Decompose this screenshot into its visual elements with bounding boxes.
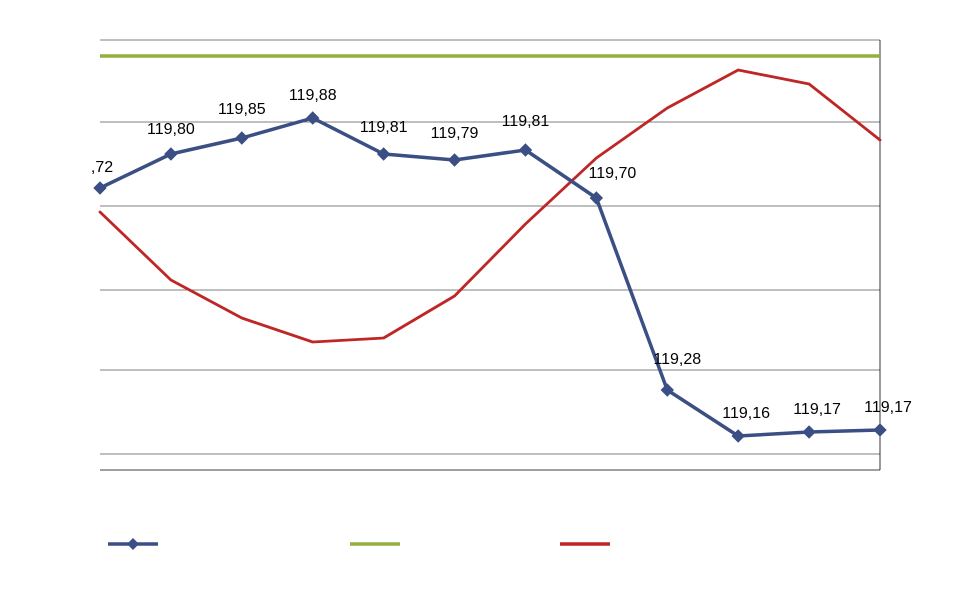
blue-series-label: 119,85 — [218, 101, 266, 118]
blue-series-label: 119,70 — [588, 165, 636, 182]
blue-series-label: ,72 — [91, 159, 113, 176]
blue-series-label: 119,17 — [864, 399, 912, 416]
blue-series-label: 119,28 — [653, 351, 701, 368]
blue-series-label: 119,80 — [147, 121, 195, 138]
blue-series-label: 119,81 — [502, 113, 550, 130]
chart-svg: ,72 119,80 119,85 119,88 119,81 119,79 119,81 1… — [0, 0, 973, 590]
blue-series-label: 119,16 — [722, 405, 770, 422]
blue-series-label: 119,79 — [431, 125, 479, 142]
line-chart: ,72 119,80 119,85 119,88 119,81 119,79 119,81 1… — [0, 0, 973, 590]
blue-series-label: 119,17 — [793, 401, 841, 418]
blue-series-label: 119,81 — [360, 119, 408, 136]
blue-series-label: 119,88 — [289, 87, 337, 104]
